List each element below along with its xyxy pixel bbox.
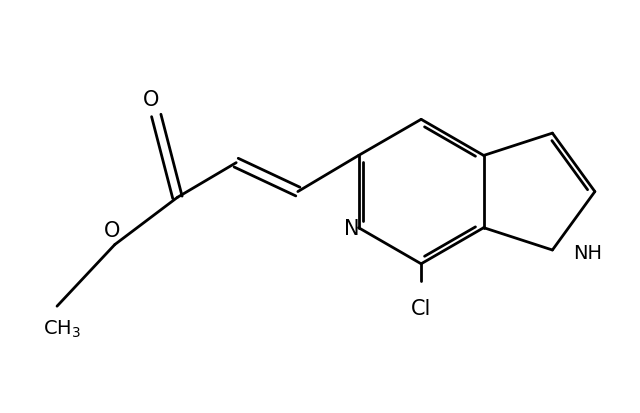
Text: CH$_3$: CH$_3$ bbox=[43, 318, 81, 339]
Text: O: O bbox=[104, 220, 120, 240]
Text: NH: NH bbox=[573, 244, 603, 263]
Text: O: O bbox=[143, 90, 159, 109]
Text: Cl: Cl bbox=[411, 298, 431, 318]
Text: N: N bbox=[344, 218, 360, 238]
